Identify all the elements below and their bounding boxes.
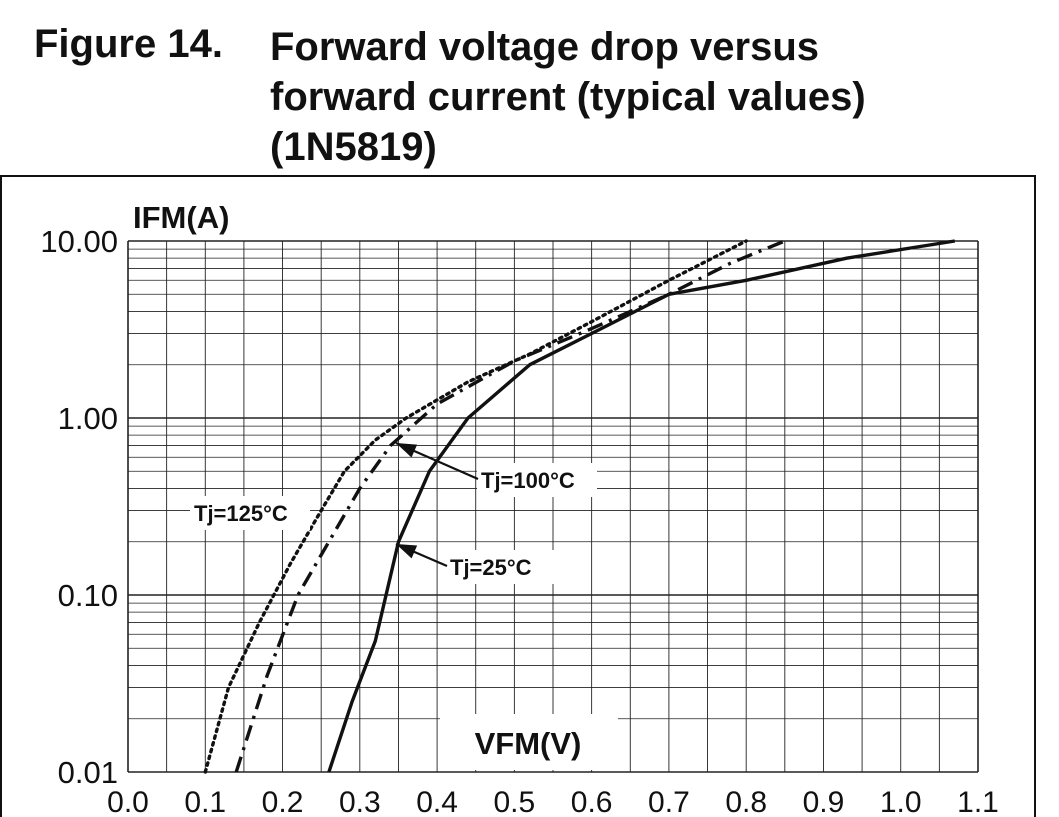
y-tick-label: 10.00 bbox=[40, 224, 118, 259]
figure-title: Forward voltage drop versus forward curr… bbox=[270, 22, 1030, 172]
x-tick-label: 1.1 bbox=[957, 786, 999, 817]
figure-title-line: (1N5819) bbox=[270, 125, 437, 169]
annotations: Tj=125°C Tj=100°C Tj=25°C bbox=[190, 441, 597, 584]
chart-frame bbox=[0, 175, 1036, 817]
series-annotation: Tj=125°C bbox=[194, 501, 288, 526]
series-annotation: Tj=25°C bbox=[450, 555, 532, 580]
x-axis-label: VFM(V) bbox=[475, 726, 582, 761]
annotation-arrow-head bbox=[396, 544, 418, 559]
x-tick-label: 0.5 bbox=[494, 786, 536, 817]
xlabel-background bbox=[440, 714, 618, 770]
x-tick-label: 0.6 bbox=[571, 786, 613, 817]
series-layer bbox=[203, 239, 956, 774]
annotation-background bbox=[477, 463, 597, 497]
y-tick-label: 0.10 bbox=[58, 578, 118, 613]
y-tick-label: 0.01 bbox=[58, 755, 118, 790]
x-tick-label: 0.3 bbox=[339, 786, 381, 817]
x-tick-label: 0.7 bbox=[648, 786, 690, 817]
x-tick-label: 0.4 bbox=[416, 786, 458, 817]
series-line-1 bbox=[234, 239, 786, 773]
x-tick-label: 0.0 bbox=[107, 786, 149, 817]
series-line-0 bbox=[327, 239, 956, 773]
grid bbox=[127, 240, 979, 773]
tick-labels: 0.0 0.1 0.2 0.3 0.4 0.5 0.6 0.7 0.8 0.9 1.0 1.1 10.0… bbox=[40, 224, 998, 817]
series-line-2 bbox=[203, 239, 748, 774]
annotation-arrow-head bbox=[396, 443, 418, 458]
figure-title-line: forward current (typical values) bbox=[270, 75, 866, 119]
y-axis-label: IFM(A) bbox=[133, 200, 229, 235]
x-tick-label: 0.1 bbox=[184, 786, 226, 817]
x-tick-label: 0.9 bbox=[803, 786, 845, 817]
y-tick-label: 1.00 bbox=[58, 401, 118, 436]
x-tick-label: 0.8 bbox=[725, 786, 767, 817]
annotation-background bbox=[190, 496, 310, 530]
figure-title-line: Forward voltage drop versus bbox=[270, 25, 820, 69]
annotation-background bbox=[446, 550, 556, 584]
figure-number: Figure 14. bbox=[34, 22, 223, 66]
series-annotation: Tj=100°C bbox=[481, 468, 575, 493]
x-tick-label: 1.0 bbox=[880, 786, 922, 817]
x-tick-label: 0.2 bbox=[262, 786, 304, 817]
axis-labels: IFM(A) VFM(V) bbox=[133, 200, 581, 761]
